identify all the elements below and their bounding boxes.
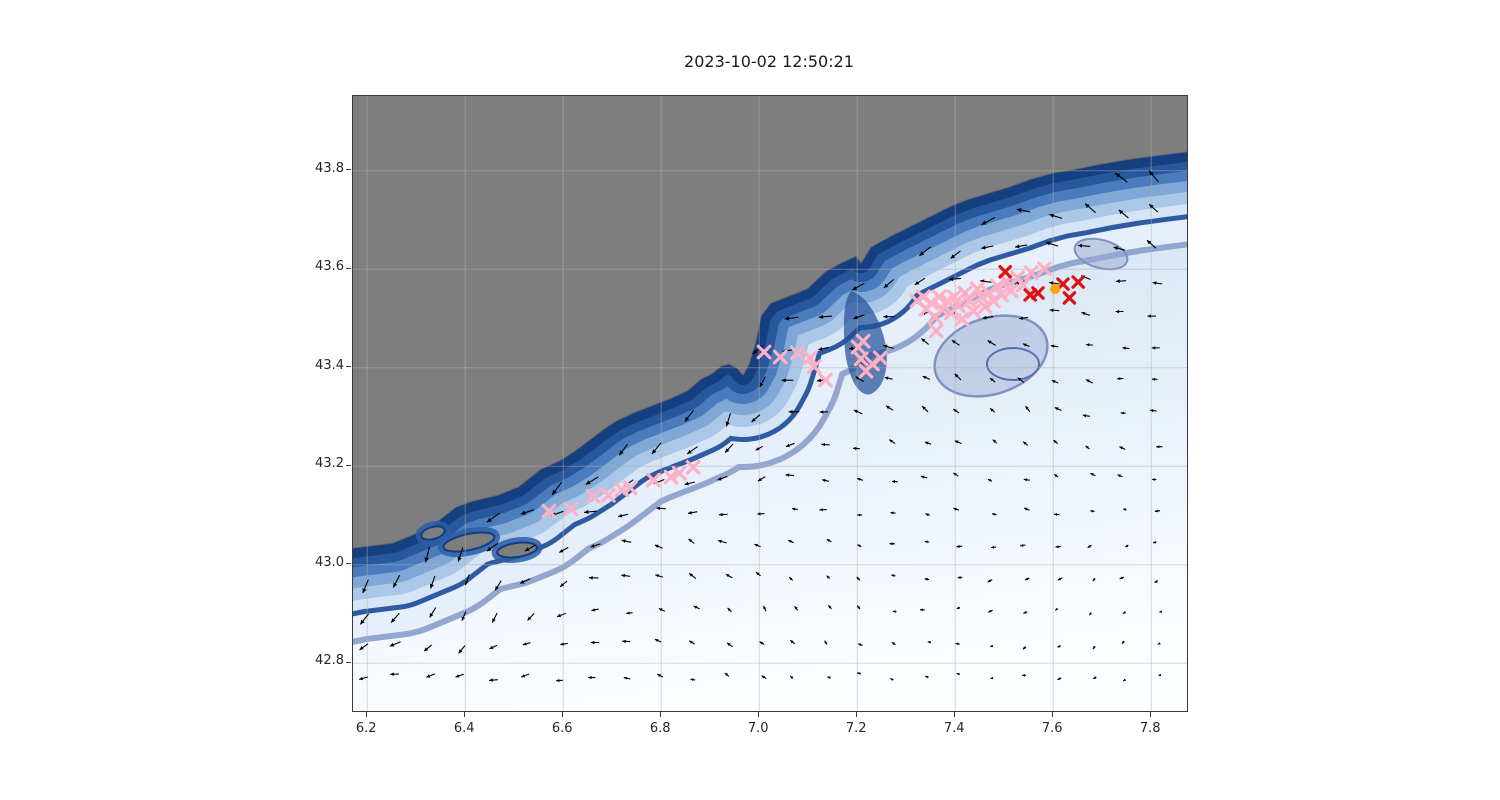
x-tick-mark: [463, 712, 465, 717]
y-tick-mark: [346, 563, 351, 565]
x-tick-mark: [1149, 712, 1151, 717]
x-tick-label: 6.4: [453, 721, 475, 736]
x-tick-label: 7.0: [747, 721, 769, 736]
y-tick-label: 43.0: [315, 554, 344, 570]
plot-title: 2023-10-02 12:50:21: [684, 52, 854, 71]
x-tick-label: 7.2: [845, 721, 867, 736]
x-tick-mark: [1051, 712, 1053, 717]
y-tick-mark: [346, 267, 351, 269]
x-tick-label: 7.6: [1041, 721, 1063, 736]
plot-area: [352, 95, 1188, 712]
x-tick-mark: [561, 712, 563, 717]
y-tick-mark: [346, 464, 351, 466]
x-tick-mark: [855, 712, 857, 717]
x-tick-mark: [365, 712, 367, 717]
y-tick-label: 43.6: [315, 259, 344, 275]
x-tick-label: 6.8: [649, 721, 671, 736]
x-tick-mark: [659, 712, 661, 717]
x-tick-mark: [757, 712, 759, 717]
x-tick-mark: [953, 712, 955, 717]
x-tick-label: 7.4: [943, 721, 965, 736]
x-tick-label: 7.8: [1139, 721, 1161, 736]
x-tick-label: 6.2: [355, 721, 377, 736]
y-tick-label: 42.8: [315, 653, 344, 669]
y-tick-mark: [346, 169, 351, 171]
y-tick-label: 43.4: [315, 357, 344, 373]
map-plot: [353, 96, 1187, 711]
x-tick-label: 6.6: [551, 721, 573, 736]
y-tick-label: 43.2: [315, 456, 344, 472]
y-tick-label: 43.8: [315, 160, 344, 176]
y-tick-mark: [346, 366, 351, 368]
y-tick-mark: [346, 661, 351, 663]
